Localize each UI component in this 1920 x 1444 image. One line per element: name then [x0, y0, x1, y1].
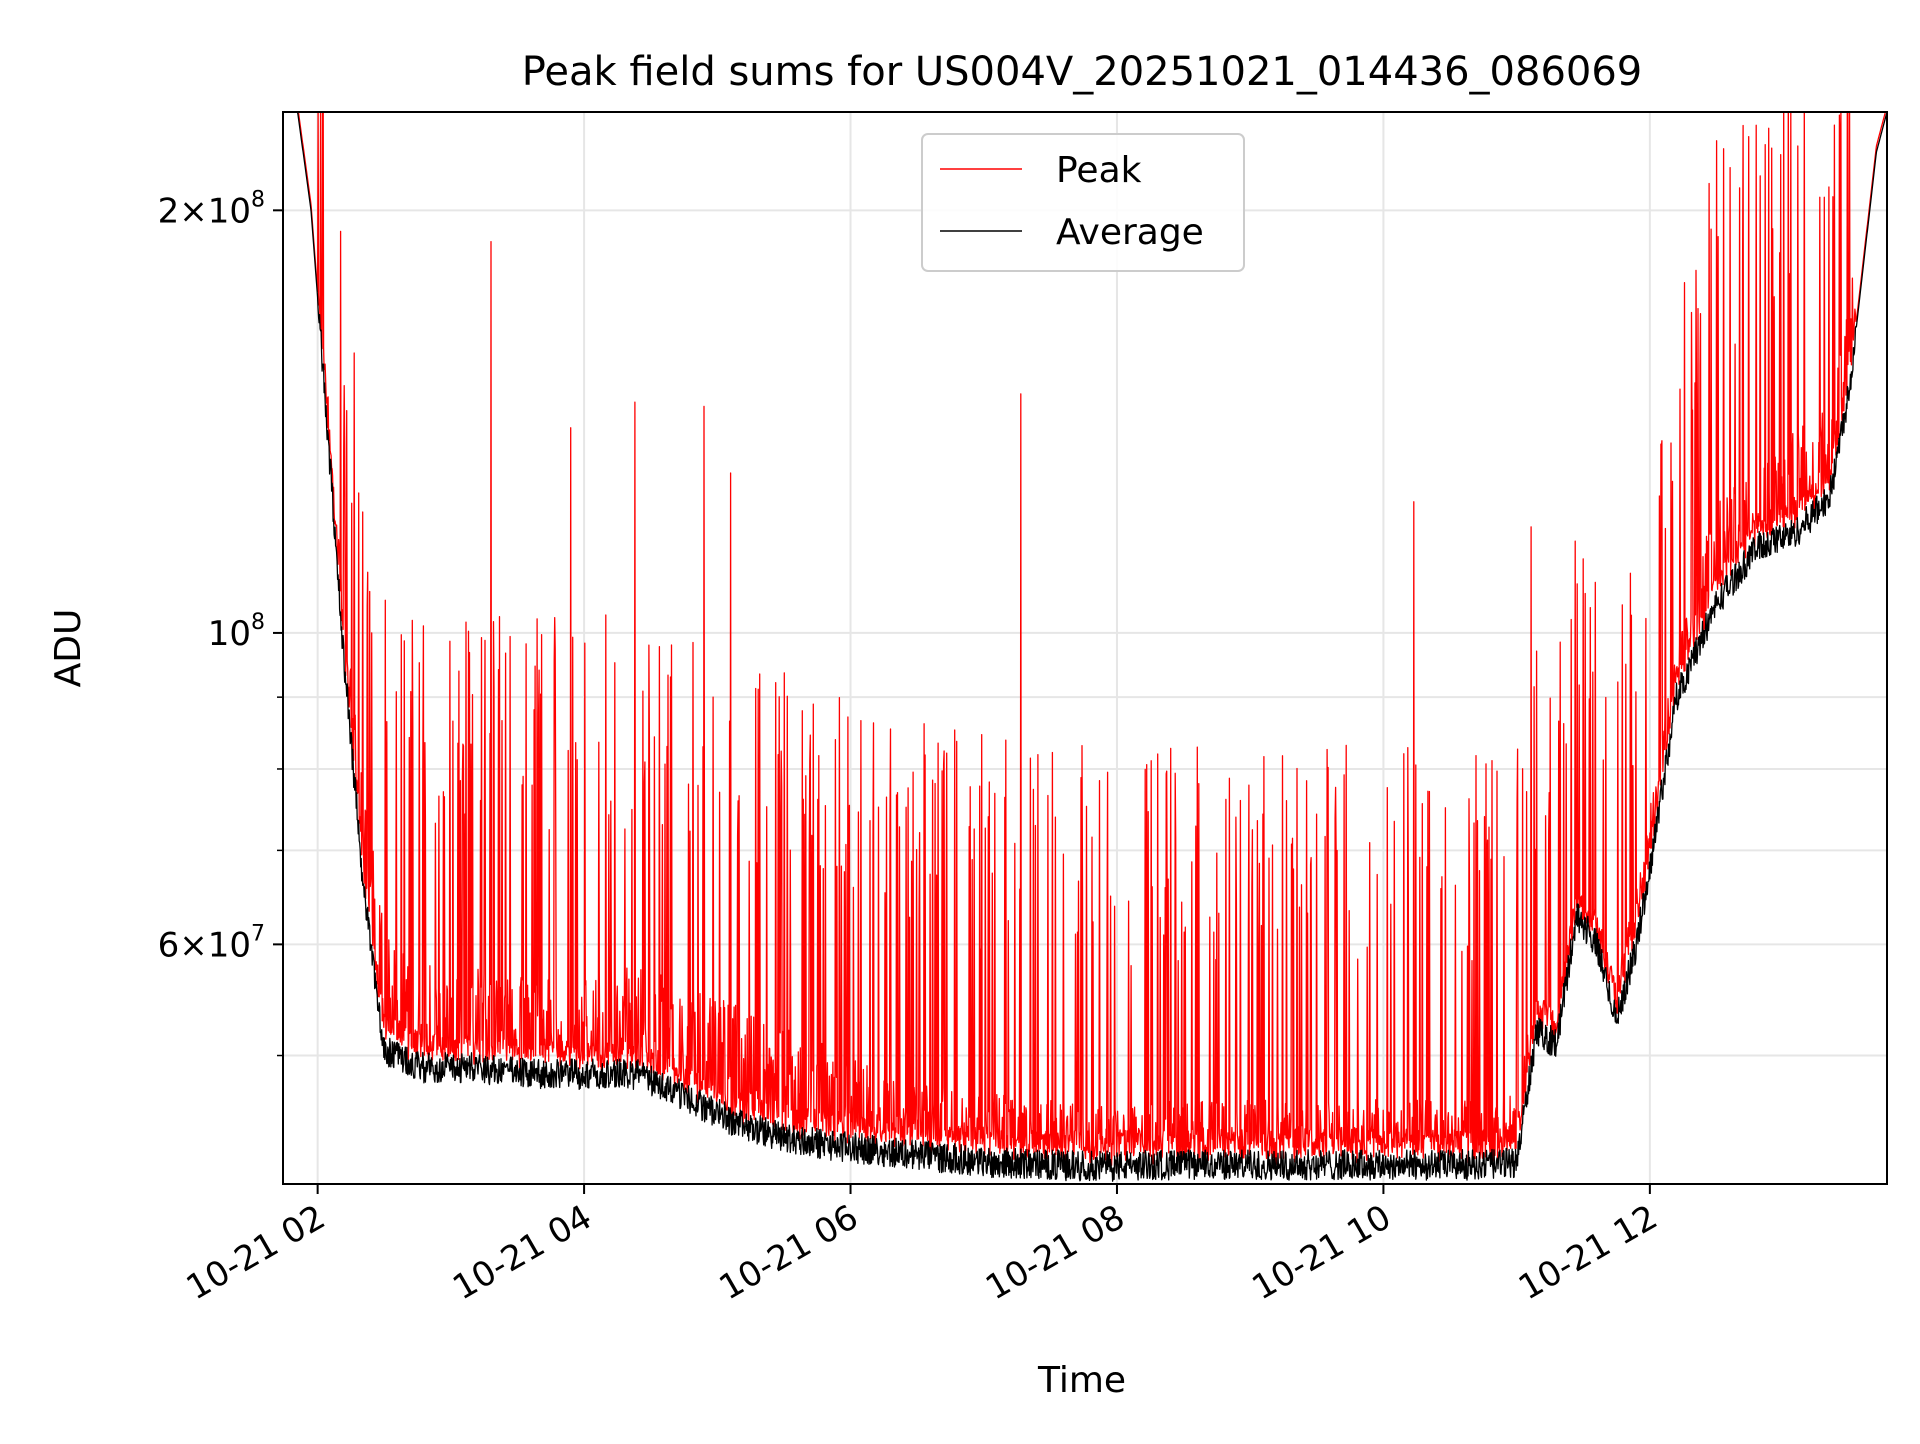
- series-layer: [283, 112, 1887, 1182]
- y-tick-label: 108: [208, 610, 265, 654]
- x-axis-label: Time: [1037, 1360, 1126, 1401]
- series-peak-line: [297, 112, 1887, 1166]
- series-average-line: [283, 112, 1887, 1182]
- plot-frame: [282, 111, 1888, 1185]
- grid-lines: [283, 112, 1887, 1184]
- y-axis-ticks: 2×108 108 6×107: [158, 187, 283, 1057]
- legend-peak-label: Peak: [1056, 150, 1142, 191]
- chart-title: Peak field sums for US004V_20251021_0144…: [522, 49, 1643, 95]
- legend: Peak Average: [921, 133, 1245, 272]
- y-tick-label: 2×108: [158, 187, 265, 231]
- legend-average-label: Average: [1056, 212, 1204, 253]
- y-tick-label: 6×107: [158, 921, 265, 965]
- y-axis-label: ADU: [48, 609, 89, 688]
